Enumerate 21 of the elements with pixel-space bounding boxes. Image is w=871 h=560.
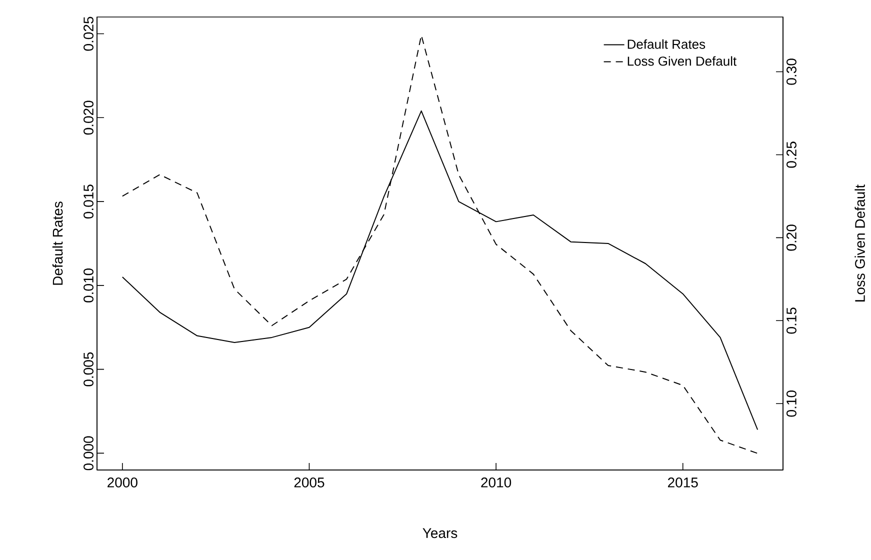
x-tick-label: 2000 — [108, 478, 138, 488]
line-series — [122, 34, 758, 454]
y-tick-label: 0.025 — [84, 16, 94, 51]
y-axis-title: Default Rates — [52, 202, 63, 285]
y2-tick-label: 0.30 — [786, 58, 796, 85]
y2-tick-label: 0.20 — [786, 224, 796, 251]
x-tick-label: 2015 — [668, 478, 698, 488]
x-axis-title: Years — [422, 528, 458, 538]
y-tick-label: 0.020 — [84, 100, 94, 135]
y2-tick-label: 0.15 — [786, 308, 796, 334]
y-tick-label: 0.005 — [84, 352, 94, 386]
y2-axis-title: Loss Given Default — [854, 184, 865, 302]
y2-tick-label: 0.25 — [786, 142, 796, 168]
x-tick-label: 2010 — [481, 478, 512, 488]
y-tick-label: 0.000 — [84, 436, 94, 470]
x-tick-label: 2005 — [294, 478, 324, 488]
legend-label: Loss Given Default — [628, 56, 737, 66]
y-tick-label: 0.010 — [84, 268, 94, 302]
y-tick-label: 0.015 — [84, 184, 94, 219]
y2-tick-label: 0.10 — [786, 390, 796, 417]
legend-label: Default Rates — [628, 39, 706, 49]
